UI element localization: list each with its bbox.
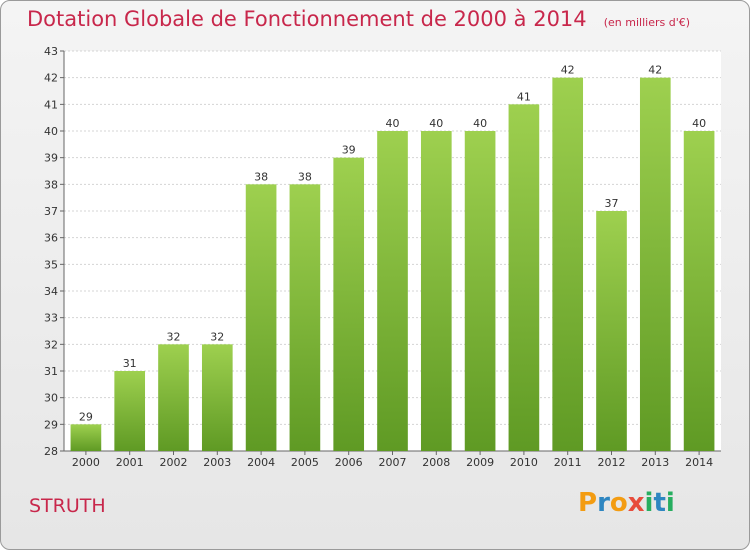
bar: [70, 424, 102, 451]
bar-value-label: 38: [254, 170, 268, 183]
bar-value-label: 42: [648, 64, 662, 77]
commune-name: STRUTH: [29, 495, 106, 517]
bar: [464, 131, 496, 451]
bar-value-label: 40: [386, 117, 400, 130]
bar-value-label: 41: [517, 90, 531, 103]
x-tick-label: 2002: [160, 456, 188, 469]
bar: [552, 77, 584, 452]
bar: [420, 131, 452, 451]
bar: [114, 371, 146, 451]
y-tick-label: 29: [44, 418, 58, 431]
logo-letter: i: [665, 488, 675, 518]
x-tick-label: 2007: [379, 456, 407, 469]
x-tick-label: 2006: [335, 456, 363, 469]
y-tick-label: 33: [44, 312, 58, 325]
proxiti-logo: Proxiti: [578, 488, 675, 518]
chart-subtitle: (en milliers d'€): [603, 16, 691, 29]
bar-value-label: 32: [167, 330, 181, 343]
y-tick-label: 38: [44, 178, 58, 191]
y-tick-label: 28: [44, 445, 58, 458]
x-tick-label: 2008: [422, 456, 450, 469]
logo-letter: i: [644, 488, 654, 518]
y-tick-label: 42: [44, 72, 58, 85]
x-tick-label: 2012: [598, 456, 626, 469]
bar: [639, 77, 671, 452]
bar-value-label: 39: [342, 144, 356, 157]
bar-value-label: 32: [210, 330, 224, 343]
logo-letter: P: [578, 488, 598, 518]
y-tick-label: 43: [44, 45, 58, 58]
bar: [596, 211, 627, 451]
y-tick-label: 41: [44, 98, 58, 111]
x-tick-label: 2000: [72, 456, 100, 469]
bar-value-label: 29: [79, 410, 93, 423]
bar: [508, 104, 540, 451]
x-tick-label: 2011: [554, 456, 582, 469]
bar-value-label: 38: [298, 170, 312, 183]
y-tick-label: 31: [44, 365, 58, 378]
bar: [245, 184, 277, 452]
y-tick-label: 39: [44, 152, 58, 165]
y-tick-label: 32: [44, 338, 58, 351]
y-tick-label: 34: [44, 285, 58, 298]
x-tick-label: 2009: [466, 456, 494, 469]
y-tick-label: 30: [44, 392, 58, 405]
y-tick-label: 35: [44, 258, 58, 271]
bar: [158, 344, 189, 451]
x-tick-label: 2014: [685, 456, 713, 469]
logo-letter: r: [597, 488, 610, 518]
x-tick-label: 2004: [247, 456, 275, 469]
bar-value-label: 40: [429, 117, 443, 130]
bar: [377, 131, 408, 451]
bar-value-label: 37: [605, 197, 619, 210]
x-tick-label: 2013: [641, 456, 669, 469]
bar: [201, 344, 233, 451]
bar: [289, 184, 321, 452]
bar: [683, 131, 715, 451]
x-tick-label: 2001: [116, 456, 144, 469]
bar-value-label: 31: [123, 357, 137, 370]
y-tick-label: 40: [44, 125, 58, 138]
x-tick-label: 2003: [203, 456, 231, 469]
logo-letter: t: [653, 488, 666, 518]
y-tick-label: 36: [44, 232, 58, 245]
chart-title: Dotation Globale de Fonctionnement de 20…: [27, 7, 587, 31]
x-tick-label: 2010: [510, 456, 538, 469]
bar-value-label: 42: [561, 64, 575, 77]
x-tick-label: 2005: [291, 456, 319, 469]
title-row: Dotation Globale de Fonctionnement de 20…: [27, 7, 690, 31]
y-tick-label: 37: [44, 205, 58, 218]
bar-value-label: 40: [473, 117, 487, 130]
logo-letter: x: [627, 488, 645, 518]
bar-value-label: 40: [692, 117, 706, 130]
logo-letter: o: [609, 488, 628, 518]
bar: [333, 157, 365, 451]
